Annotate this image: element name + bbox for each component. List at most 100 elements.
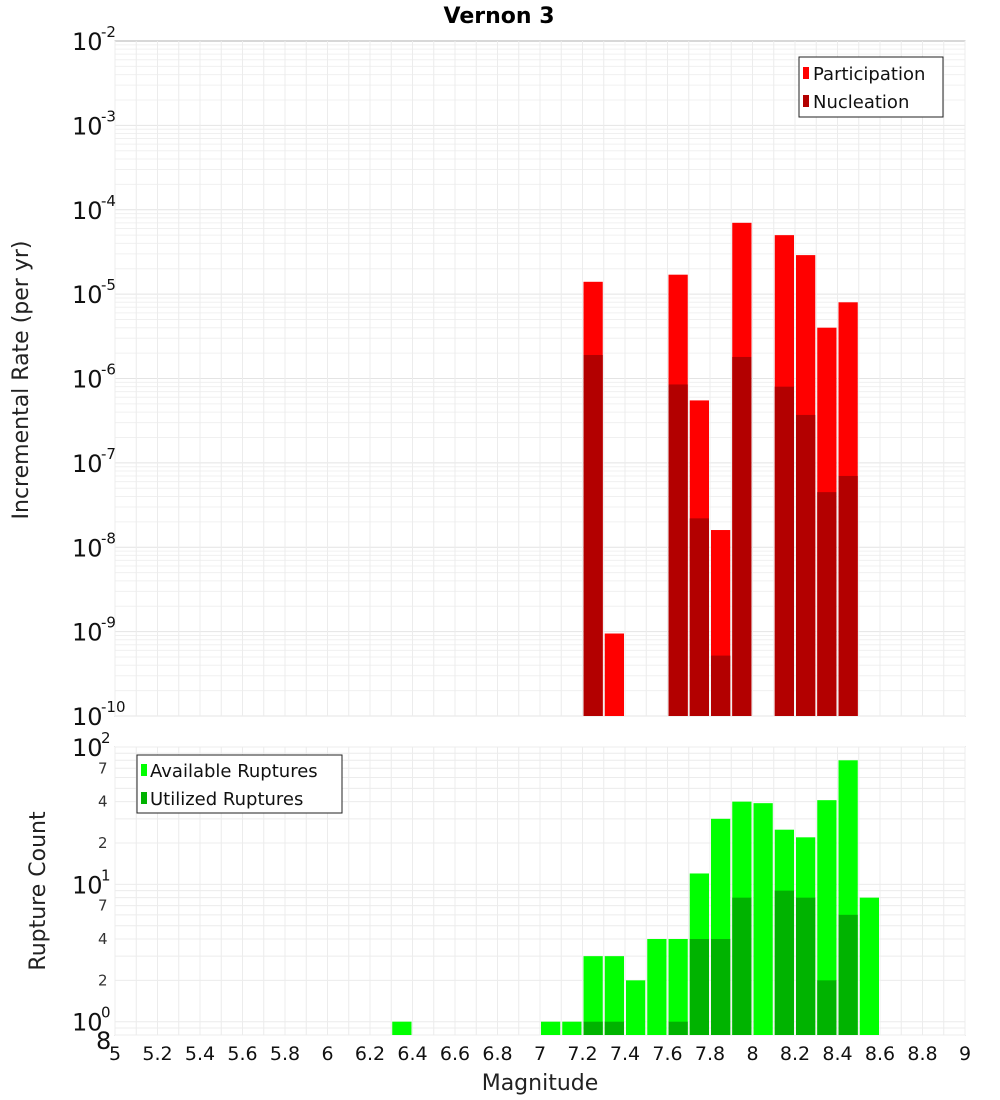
utilized-ruptures-bar xyxy=(796,897,816,1035)
x-tick-label: 5.6 xyxy=(227,1043,257,1065)
top-y-tick-base: 10 xyxy=(72,450,103,478)
top-y-tick: 10-7 xyxy=(72,445,116,478)
bottom-y-tick: 101 xyxy=(72,866,111,899)
bottom-y-minor-tick: 8 xyxy=(96,1027,111,1055)
x-tick-label: 8.4 xyxy=(822,1043,852,1065)
top-y-tick-exponent: -9 xyxy=(101,614,116,632)
nucleation-bar xyxy=(583,354,603,716)
top-y-tick: 10-4 xyxy=(72,192,116,225)
top-y-tick: 10-5 xyxy=(72,276,116,309)
bottom-y-minor-tick: 4 xyxy=(98,930,108,948)
legend-label-nucleation: Nucleation xyxy=(813,92,909,113)
top-y-tick: 10-3 xyxy=(72,107,116,140)
top-y-tick-base: 10 xyxy=(72,281,103,309)
x-tick-label: 5.2 xyxy=(142,1043,172,1065)
top-y-tick-base: 10 xyxy=(72,366,103,394)
top-y-tick-exponent: -3 xyxy=(101,107,116,125)
x-tick-label: 7.4 xyxy=(610,1043,640,1065)
utilized-ruptures-bar xyxy=(668,1021,688,1035)
available-ruptures-bar xyxy=(583,956,603,1035)
utilized-ruptures-bar xyxy=(732,897,752,1035)
bottom-y-tick: 102 xyxy=(72,729,111,762)
bottom-y-tick-base: 10 xyxy=(72,871,103,899)
top-y-tick: 10-10 xyxy=(72,698,126,731)
x-tick-label: 6 xyxy=(321,1043,333,1065)
nucleation-bar xyxy=(732,356,752,716)
top-y-tick-base: 10 xyxy=(72,28,103,56)
x-tick-label: 6.2 xyxy=(355,1043,385,1065)
nucleation-bar xyxy=(668,384,688,716)
top-y-tick-base: 10 xyxy=(72,703,103,731)
available-ruptures-bar xyxy=(604,956,624,1035)
x-ticks: 5 5.2 5.4 5.6 5.8 6 6.2 6.4 6.6 6.8 7 7.2 7.4 7.6 7.8 8… xyxy=(109,1043,971,1065)
top-y-tick-exponent: -5 xyxy=(101,276,116,294)
available-ruptures-bar xyxy=(392,1021,412,1035)
bottom-y-tick: 100 xyxy=(72,1004,111,1037)
available-ruptures-bar xyxy=(753,803,773,1035)
top-y-axis-label: Incremental Rate (per yr) xyxy=(9,241,34,520)
x-tick-label: 8.2 xyxy=(780,1043,810,1065)
top-legend: Participation Nucleation xyxy=(798,56,944,118)
x-tick-label: 8.6 xyxy=(865,1043,895,1065)
top-y-tick: 10-8 xyxy=(72,529,116,562)
utilized-ruptures-bar xyxy=(583,1021,603,1035)
available-ruptures-bar xyxy=(562,1021,582,1035)
legend-swatch-utilized xyxy=(141,792,147,804)
top-y-tick-exponent: -10 xyxy=(101,698,126,716)
x-tick-label: 6.6 xyxy=(440,1043,470,1065)
nucleation-bar xyxy=(838,475,858,716)
legend-label-participation: Participation xyxy=(813,64,925,85)
top-y-tick-exponent: -4 xyxy=(101,192,116,210)
bottom-y-minor-tick: 2 xyxy=(98,834,108,852)
legend-swatch-available xyxy=(141,764,147,776)
top-y-tick-base: 10 xyxy=(72,619,103,647)
x-tick-label: 5.8 xyxy=(270,1043,300,1065)
top-y-tick: 10-6 xyxy=(72,361,116,394)
utilized-ruptures-bar xyxy=(838,914,858,1035)
bottom-y-minor-tick: 7 xyxy=(98,759,108,777)
top-y-tick-base: 10 xyxy=(72,197,103,225)
top-y-tick-base: 10 xyxy=(72,112,103,140)
top-y-tick-exponent: -2 xyxy=(101,23,116,41)
bottom-y-tick-exponent: 2 xyxy=(101,729,111,747)
top-y-tick: 10-2 xyxy=(72,23,116,56)
bottom-legend-box xyxy=(136,754,343,814)
x-tick-label: 7.8 xyxy=(695,1043,725,1065)
chart-title: Vernon 3 xyxy=(444,4,555,29)
available-ruptures-bar xyxy=(859,897,879,1035)
top-y-tick-exponent: -7 xyxy=(101,445,116,463)
available-ruptures-bar xyxy=(626,980,646,1035)
top-y-tick-exponent: -6 xyxy=(101,361,116,379)
participation-bar xyxy=(604,633,624,716)
legend-swatch-participation xyxy=(803,67,809,79)
top-y-tick-exponent: -8 xyxy=(101,529,116,547)
bottom-y-tick-exponent: 0 xyxy=(101,1004,111,1022)
available-ruptures-bar xyxy=(647,939,667,1035)
utilized-ruptures-bar xyxy=(817,980,837,1035)
available-ruptures-bar xyxy=(668,939,688,1035)
bottom-bars xyxy=(392,760,879,1035)
utilized-ruptures-bar xyxy=(774,890,794,1035)
available-ruptures-bar xyxy=(541,1021,561,1035)
x-tick-label: 9 xyxy=(959,1043,971,1065)
x-tick-label: 7.6 xyxy=(652,1043,682,1065)
x-tick-label: 5 xyxy=(109,1043,121,1065)
utilized-ruptures-bar xyxy=(689,939,709,1035)
legend-label-available: Available Ruptures xyxy=(150,761,318,782)
nucleation-bar xyxy=(796,414,816,716)
x-tick-label: 6.8 xyxy=(482,1043,512,1065)
top-grid xyxy=(114,41,966,717)
x-axis-label: Magnitude xyxy=(482,1071,599,1096)
utilized-ruptures-bar xyxy=(604,1021,624,1035)
utilized-ruptures-bar xyxy=(711,939,731,1035)
top-y-tick: 10-9 xyxy=(72,614,116,647)
bottom-y-minor-tick: 4 xyxy=(98,793,108,811)
x-tick-label: 7.2 xyxy=(567,1043,597,1065)
x-tick-label: 8 xyxy=(746,1043,758,1065)
nucleation-bar xyxy=(817,492,837,716)
legend-label-utilized: Utilized Ruptures xyxy=(150,789,303,810)
bottom-y-minor-tick: 2 xyxy=(98,971,108,989)
